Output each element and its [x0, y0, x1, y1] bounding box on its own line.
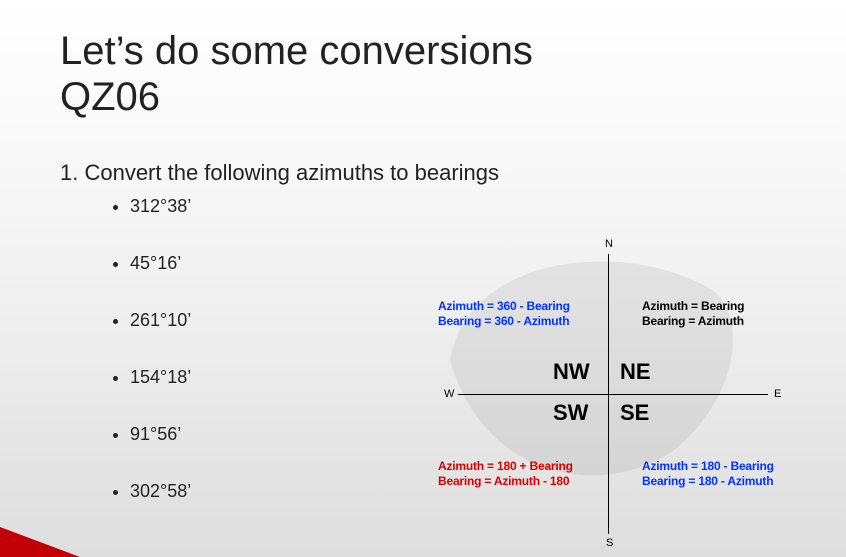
formula-ne: Azimuth = Bearing Bearing = Azimuth — [642, 299, 744, 329]
list-item: 91°56’ — [130, 424, 191, 445]
list-item: 154°18’ — [130, 367, 191, 388]
formula-line: Bearing = 360 - Azimuth — [438, 314, 569, 328]
formula-line: Bearing = Azimuth — [642, 314, 744, 328]
accent-corner — [0, 527, 80, 557]
formula-line: Azimuth = 180 + Bearing — [438, 459, 573, 473]
slide-title: Let’s do some conversions QZ06 — [60, 28, 533, 120]
quadrant-se: SE — [620, 400, 649, 426]
compass-label-s: S — [606, 537, 613, 549]
formula-se: Azimuth = 180 - Bearing Bearing = 180 - … — [642, 459, 774, 489]
azimuth-value: 312°38’ — [130, 196, 191, 216]
compass-label-w: W — [444, 388, 454, 400]
azimuth-list: 312°38’ 45°16’ 261°10’ 154°18’ 91°56’ 30… — [110, 196, 191, 538]
azimuth-value: 91°56’ — [130, 424, 181, 444]
azimuth-value: 302°58’ — [130, 481, 191, 501]
title-line-1: Let’s do some conversions — [60, 29, 533, 73]
formula-nw: Azimuth = 360 - Bearing Bearing = 360 - … — [438, 299, 570, 329]
formula-line: Bearing = 180 - Azimuth — [642, 474, 773, 488]
formula-sw: Azimuth = 180 + Bearing Bearing = Azimut… — [438, 459, 573, 489]
formula-line: Bearing = Azimuth - 180 — [438, 474, 569, 488]
quadrant-nw: NW — [553, 359, 590, 385]
quadrant-ne: NE — [620, 359, 651, 385]
compass-label-e: E — [774, 388, 781, 400]
list-item: 302°58’ — [130, 481, 191, 502]
slide: Let’s do some conversions QZ06 1. Conver… — [0, 0, 846, 557]
title-line-2: QZ06 — [60, 75, 160, 119]
quadrant-sw: SW — [553, 400, 588, 426]
azimuth-value: 154°18’ — [130, 367, 191, 387]
compass-label-n: N — [605, 238, 613, 250]
formula-line: Azimuth = 360 - Bearing — [438, 299, 570, 313]
formula-line: Azimuth = 180 - Bearing — [642, 459, 774, 473]
azimuth-value: 45°16’ — [130, 253, 181, 273]
question-text: 1. Convert the following azimuths to bea… — [60, 160, 499, 186]
list-item: 45°16’ — [130, 253, 191, 274]
azimuth-value: 261°10’ — [130, 310, 191, 330]
list-item: 312°38’ — [130, 196, 191, 217]
compass-diagram: N S W E NW NE SW SE Azimuth = 360 - Bear… — [420, 254, 820, 554]
list-item: 261°10’ — [130, 310, 191, 331]
axis-horizontal — [458, 394, 768, 395]
formula-line: Azimuth = Bearing — [642, 299, 744, 313]
